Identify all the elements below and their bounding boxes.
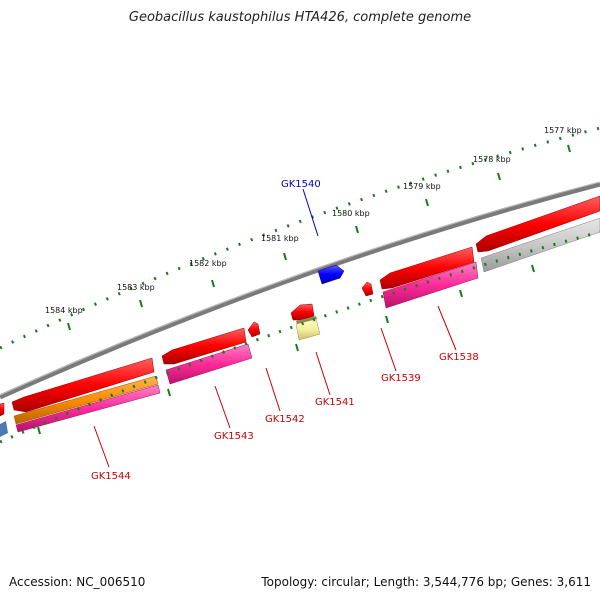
gene-arrow-GK1541[interactable] bbox=[290, 303, 315, 321]
tick-label-1583: 1583 kbp bbox=[117, 283, 155, 292]
genome-backbone bbox=[0, 181, 600, 400]
gene-label-GK1538[interactable]: GK1538 bbox=[439, 352, 479, 363]
gene-labels: GK1540 GK1538 GK1539 GK1541 GK1542 GK154… bbox=[91, 179, 479, 482]
leader-GK1542 bbox=[265, 367, 281, 412]
tick-label-1577: 1577 kbp bbox=[544, 126, 582, 135]
leader-GK1539 bbox=[380, 327, 397, 372]
tick-label-1579: 1579 kbp bbox=[403, 182, 441, 191]
leader-GK1540 bbox=[302, 188, 319, 237]
tick-label-1584: 1584 kbp bbox=[45, 306, 83, 315]
leader-GK1544 bbox=[93, 425, 110, 468]
feature-blue-offscreen-left[interactable] bbox=[0, 421, 8, 437]
gene-arrow-GK1539[interactable] bbox=[379, 246, 475, 290]
feature-pink-GK1539[interactable] bbox=[382, 261, 479, 309]
gene-label-GK1544[interactable]: GK1544 bbox=[91, 471, 131, 482]
feature-pink-GK1544[interactable] bbox=[15, 384, 161, 433]
feature-grey-GK1541[interactable] bbox=[296, 316, 317, 324]
feature-pink-GK1543[interactable] bbox=[165, 343, 253, 385]
tick-label-1581: 1581 kbp bbox=[261, 234, 299, 243]
map-title: Geobacillus kaustophilus HTA426, complet… bbox=[128, 10, 472, 25]
gene-arrow-GK1544[interactable] bbox=[11, 357, 155, 413]
gene-label-GK1543[interactable]: GK1543 bbox=[214, 431, 254, 442]
gene-label-GK1540[interactable]: GK1540 bbox=[281, 179, 321, 190]
tick-label-1582: 1582 kbp bbox=[189, 259, 227, 268]
leader-lines bbox=[93, 188, 457, 468]
gene-label-GK1541[interactable]: GK1541 bbox=[315, 397, 355, 408]
forward-strand-features bbox=[0, 195, 600, 417]
leader-GK1538 bbox=[437, 305, 457, 351]
gene-arrow-offscreen-left[interactable] bbox=[0, 402, 5, 417]
feature-grey-GK1538[interactable] bbox=[480, 217, 600, 273]
genome-summary-text: Topology: circular; Length: 3,544,776 bp… bbox=[261, 575, 591, 589]
outer-ruler-major-ticks bbox=[67, 144, 571, 331]
inner-ruler-major-ticks bbox=[37, 264, 535, 435]
inner-features bbox=[0, 217, 600, 437]
genome-backbone-highlight bbox=[0, 181, 600, 396]
gene-arrow-GK1539-small[interactable] bbox=[361, 281, 374, 297]
feature-orange-GK1544[interactable] bbox=[13, 375, 159, 425]
inner-ruler bbox=[0, 230, 600, 444]
leader-GK1541 bbox=[315, 351, 331, 396]
gene-label-GK1542[interactable]: GK1542 bbox=[265, 414, 305, 425]
gene-arrow-GK1542[interactable] bbox=[247, 321, 261, 338]
gene-arrow-GK1543[interactable] bbox=[161, 327, 247, 365]
gene-arrow-GK1538[interactable] bbox=[475, 195, 600, 253]
tick-label-1580: 1580 kbp bbox=[332, 209, 370, 218]
leader-GK1543 bbox=[214, 385, 231, 429]
gene-arrow-GK1540[interactable] bbox=[317, 264, 345, 285]
accession-text: Accession: NC_006510 bbox=[9, 575, 146, 589]
tick-label-1578: 1578 kbp bbox=[473, 155, 511, 164]
gene-label-GK1539[interactable]: GK1539 bbox=[381, 373, 421, 384]
outer-ruler-dots bbox=[0, 126, 600, 350]
outer-ruler: 1577 kbp 1578 kbp 1579 kbp 1580 kbp 1581… bbox=[0, 126, 600, 350]
